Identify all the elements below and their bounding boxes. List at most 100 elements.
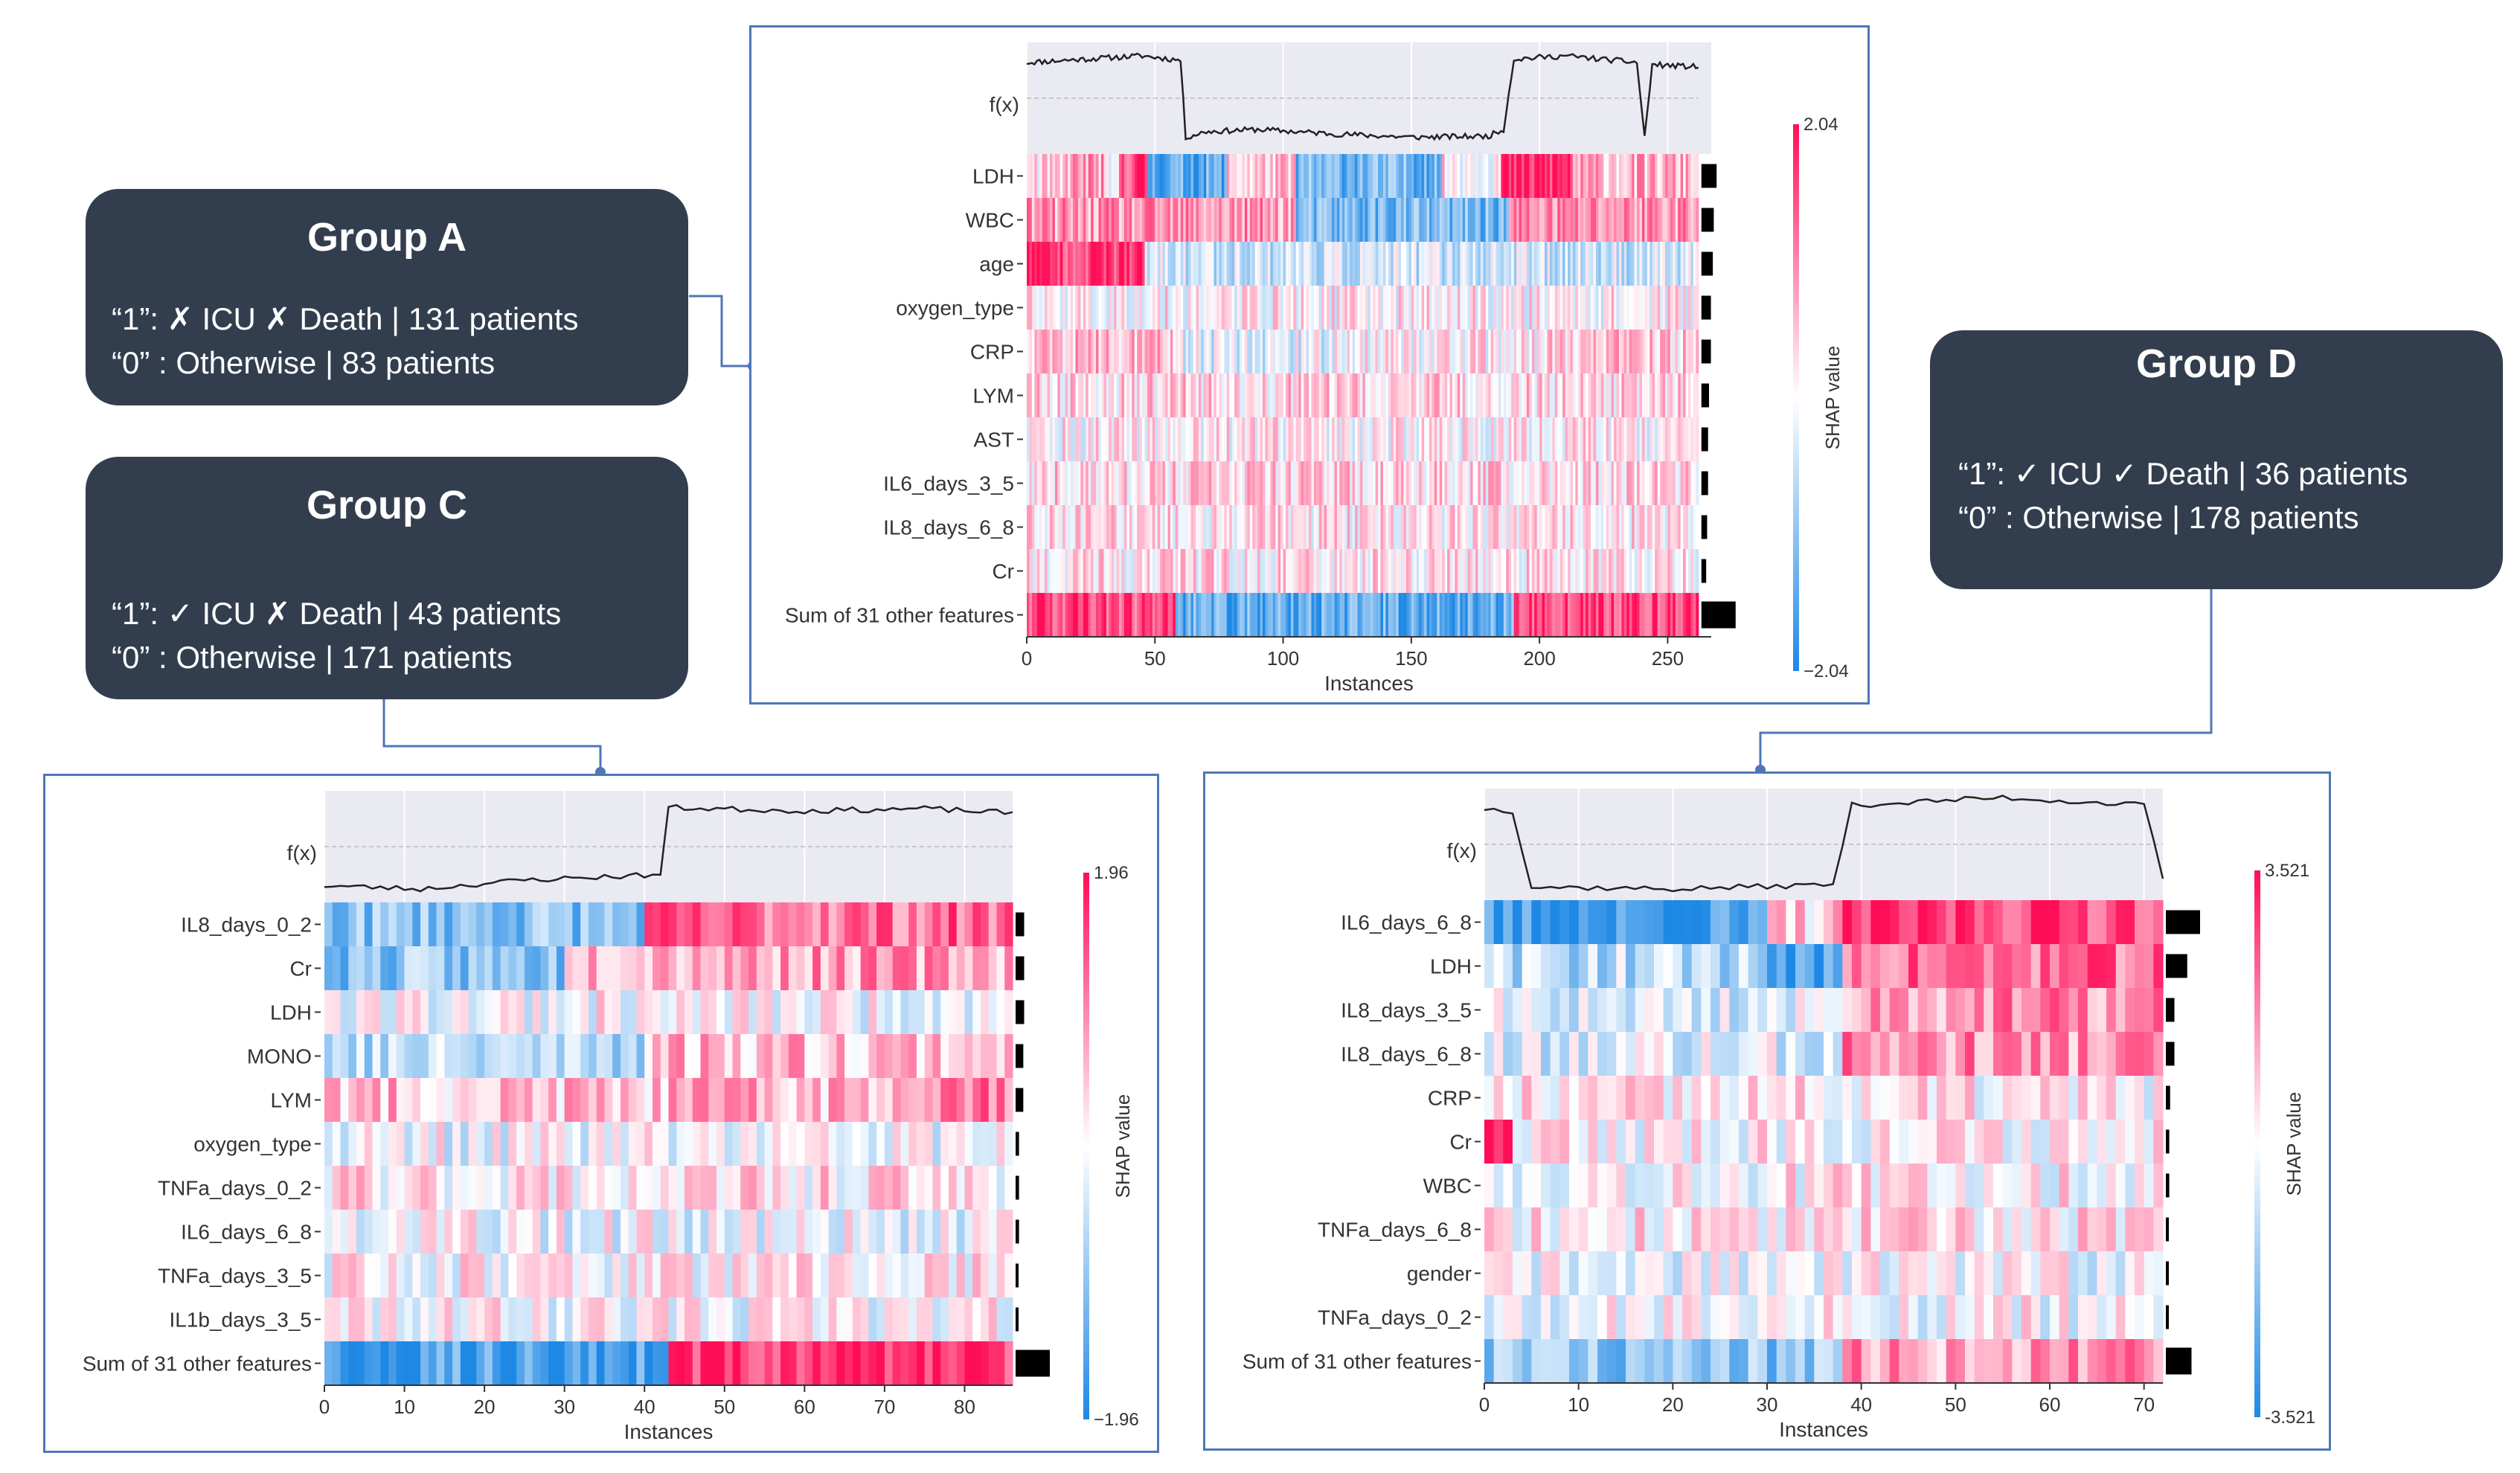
heatmap-cell — [1484, 900, 1495, 944]
heatmap-cell — [1234, 461, 1238, 505]
heatmap-cell — [980, 1166, 990, 1210]
heatmap-cell — [1047, 286, 1051, 330]
heatmap-cell — [1460, 330, 1463, 373]
heatmap-cell — [484, 902, 493, 946]
heatmap-cell — [1424, 198, 1428, 242]
heatmap-cell — [1493, 1251, 1504, 1295]
heatmap-cell — [1027, 154, 1030, 198]
heatmap-cell — [1577, 198, 1581, 242]
heatmap-cell — [668, 1078, 677, 1122]
heatmap-cell — [1277, 417, 1281, 461]
heatmap-cell — [716, 1122, 725, 1166]
heatmap-cell — [1623, 242, 1627, 286]
heatmap-cell — [1632, 505, 1635, 549]
heatmap-cell — [1480, 286, 1484, 330]
heatmap-cell — [644, 1166, 653, 1210]
heatmap-cell — [420, 1078, 429, 1122]
heatmap-cell — [1549, 330, 1553, 373]
heatmap-cell — [1580, 154, 1584, 198]
heatmap-cell — [1663, 988, 1673, 1032]
heatmap-cell — [476, 990, 485, 1034]
heatmap-cell — [1444, 286, 1448, 330]
heatmap-cell — [1804, 1076, 1815, 1120]
heatmap-cell — [1586, 198, 1589, 242]
heatmap-cell — [1541, 1295, 1551, 1339]
heatmap-cell — [1054, 417, 1058, 461]
heatmap-cell — [1029, 198, 1033, 242]
heatmap-cell — [1547, 154, 1551, 198]
feature-label: LDH — [1430, 955, 1472, 978]
heatmap-cell — [2087, 900, 2097, 944]
heatmap-cell — [388, 1341, 397, 1385]
heatmap-cell — [1550, 1251, 1560, 1295]
heatmap-cell — [692, 1034, 702, 1078]
heatmap-cell — [556, 902, 565, 946]
heatmap-cell — [388, 1297, 397, 1341]
heatmap-cell — [1693, 461, 1696, 505]
heatmap-cell — [1178, 417, 1182, 461]
heatmap-cell — [876, 1254, 885, 1297]
heatmap-cell — [1324, 505, 1327, 549]
heatmap-cell — [1429, 154, 1433, 198]
heatmap-cell — [1974, 1207, 1984, 1251]
heatmap-cell — [1368, 330, 1371, 373]
heatmap-cell — [1626, 988, 1636, 1032]
heatmap-cell — [1036, 198, 1040, 242]
heatmap-cell — [404, 902, 413, 946]
heatmap-cell — [916, 1078, 926, 1122]
heatmap-cell — [748, 1341, 757, 1385]
heatmap-cell — [1109, 549, 1112, 593]
heatmap-cell — [1132, 242, 1135, 286]
heatmap-cell — [1632, 373, 1635, 417]
heatmap-cell — [1080, 593, 1084, 637]
heatmap-cell — [1549, 154, 1553, 198]
heatmap-cell — [1637, 505, 1641, 549]
heatmap-cell — [2153, 944, 2164, 988]
heatmap-cell — [1444, 505, 1448, 549]
heatmap-cell — [1437, 549, 1440, 593]
feature-label: CRP — [1428, 1087, 1472, 1110]
heatmap-cell — [1588, 988, 1598, 1032]
heatmap-cell — [836, 1254, 845, 1297]
heatmap-cell — [1503, 242, 1507, 286]
heatmap-cell — [1070, 242, 1074, 286]
heatmap-cell — [1275, 461, 1279, 505]
heatmap-cell — [2135, 1207, 2145, 1251]
heatmap-cell — [1226, 373, 1230, 417]
heatmap-cell — [1347, 461, 1350, 505]
heatmap-cell — [460, 1166, 469, 1210]
heatmap-cell — [1257, 593, 1261, 637]
heatmap-cell — [1226, 417, 1230, 461]
heatmap-cell — [1137, 373, 1141, 417]
heatmap-cell — [2040, 900, 2051, 944]
heatmap-cell — [1380, 330, 1384, 373]
heatmap-cell — [1946, 988, 1956, 1032]
heatmap-cell — [1155, 154, 1158, 198]
heatmap-cell — [1431, 549, 1435, 593]
heatmap-cell — [1378, 242, 1382, 286]
heatmap-cell — [1549, 461, 1553, 505]
heatmap-cell — [1549, 286, 1553, 330]
heatmap-cell — [764, 946, 773, 990]
heatmap-cell — [2125, 944, 2135, 988]
heatmap-cell — [756, 990, 766, 1034]
group-a-heatmap-chart: f(x)LDHWBCageoxygen_typeCRPLYMASTIL6_day… — [785, 42, 1849, 695]
heatmap-cell — [1373, 593, 1376, 637]
heatmap-cell — [1513, 1164, 1523, 1207]
heatmap-cell — [852, 1034, 862, 1078]
heatmap-cell — [1242, 505, 1245, 549]
heatmap-cell — [1637, 154, 1641, 198]
heatmap-cell — [1206, 373, 1210, 417]
heatmap-cell — [1224, 549, 1228, 593]
heatmap-cell — [1488, 417, 1492, 461]
heatmap-cell — [804, 1297, 813, 1341]
heatmap-cell — [788, 1166, 798, 1210]
heatmap-cell — [1670, 198, 1673, 242]
heatmap-cell — [2050, 1295, 2060, 1339]
heatmap-cell — [1614, 330, 1618, 373]
heatmap-cell — [1626, 330, 1630, 373]
heatmap-cell — [820, 1341, 830, 1385]
heatmap-cell — [1414, 461, 1417, 505]
heatmap-cell — [1570, 461, 1574, 505]
heatmap-cell — [1393, 198, 1397, 242]
